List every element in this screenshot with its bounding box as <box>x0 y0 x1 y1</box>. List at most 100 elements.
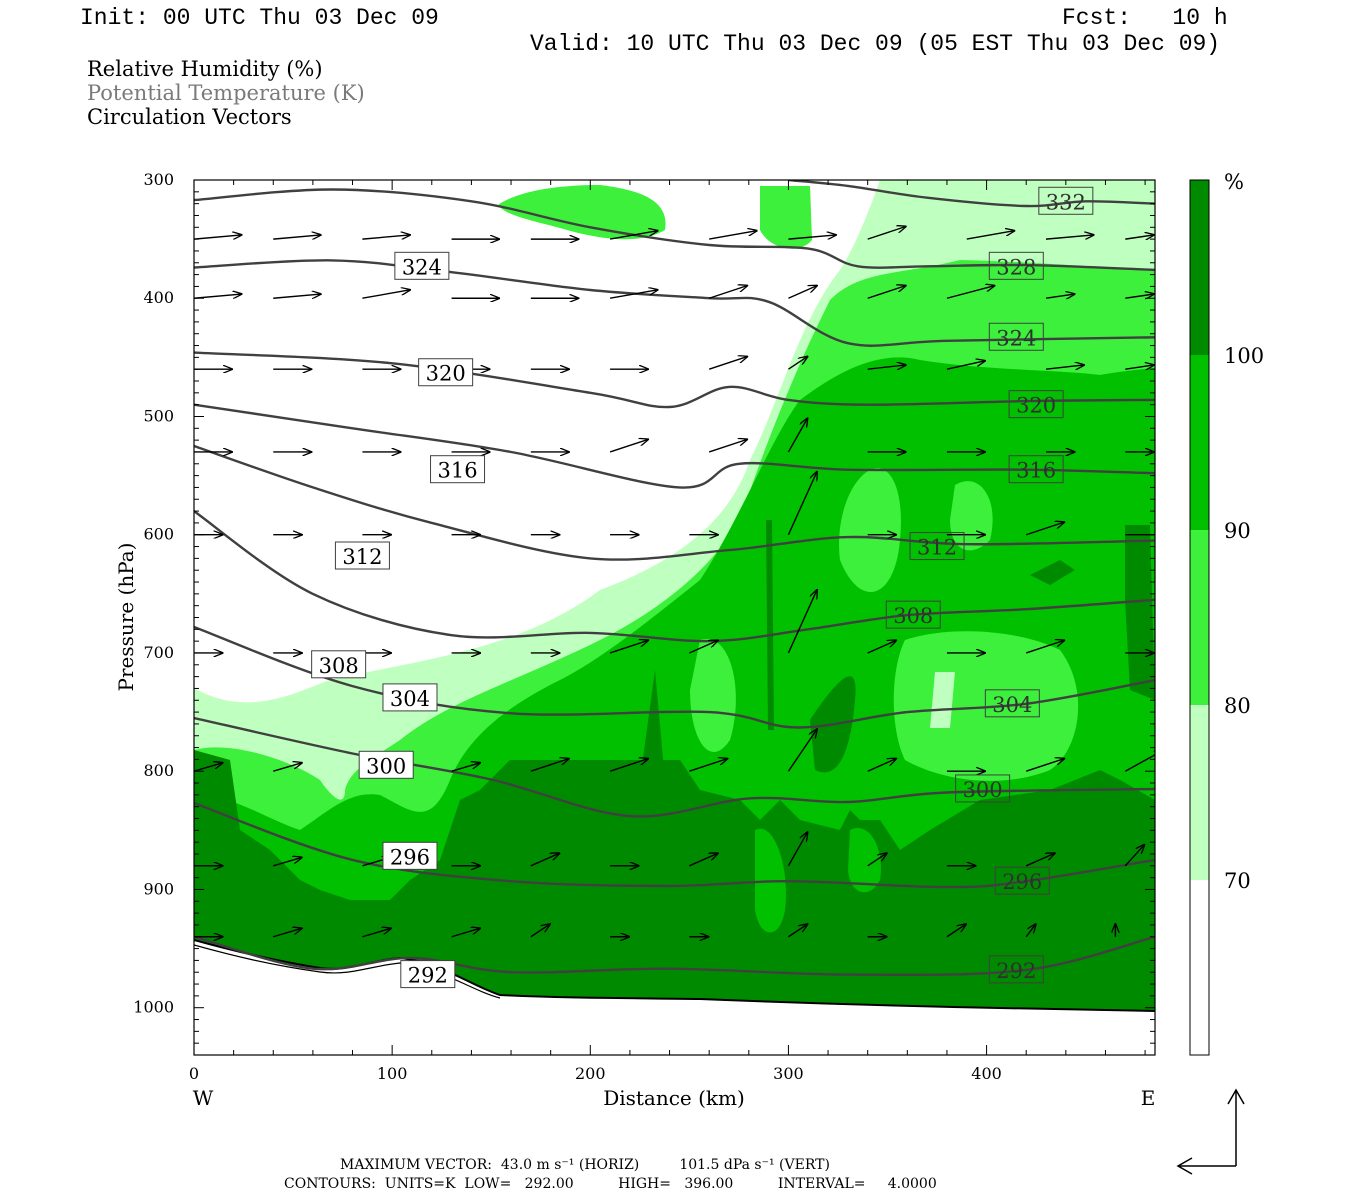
theta-contour-line <box>194 259 1155 347</box>
circulation-vector <box>788 286 817 299</box>
theta-label-box <box>382 841 438 870</box>
theta-label-box <box>988 251 1044 280</box>
circulation-vector <box>689 640 718 654</box>
y-axis-label: Pressure (hPa) <box>114 543 138 692</box>
theta-label-box <box>382 683 438 712</box>
circulation-vector <box>708 286 747 299</box>
circulation-vector <box>194 763 223 772</box>
colorbar-below-70 <box>1190 880 1209 1055</box>
circulation-vector <box>1125 294 1154 298</box>
colorbar-unit: % <box>1224 170 1244 194</box>
theta-label-box <box>994 866 1050 895</box>
circulation-vector <box>867 640 897 654</box>
circulation-vector <box>946 286 995 299</box>
circulation-vector <box>867 365 906 369</box>
x-tick-label: 400 <box>971 1064 1002 1083</box>
rh-fill <box>194 180 1155 1055</box>
theta-label-box <box>984 689 1040 718</box>
rh-region-100-tower5 <box>766 520 774 730</box>
circulation-vector <box>273 235 321 240</box>
x-tick-label: 100 <box>377 1064 408 1083</box>
theta-contour-label: 332 <box>1046 190 1086 214</box>
circulation-vector <box>609 759 648 772</box>
circulation-vector <box>867 286 906 299</box>
circulation-vector <box>273 928 302 938</box>
colorbar-label-100: 100 <box>1224 344 1264 368</box>
valid-time: Valid: 10 UTC Thu 03 Dec 09 (05 EST Thu … <box>530 31 1221 57</box>
circulation-vectors <box>194 227 1155 938</box>
theta-contour-line <box>194 403 1155 489</box>
y-tick-label: 300 <box>143 170 174 189</box>
rh-region-100-tower4 <box>1030 560 1075 585</box>
circulation-vector <box>867 227 906 240</box>
colorbar-label-70: 70 <box>1224 869 1251 893</box>
theta-label-box <box>955 774 1011 803</box>
circulation-vector <box>362 290 410 299</box>
circulation-vector <box>788 357 807 370</box>
rh-region-100 <box>194 750 1155 1010</box>
rh-region-80-top <box>498 185 666 240</box>
colorbar-90 <box>1190 355 1209 530</box>
circulation-vector <box>787 729 817 772</box>
colorbar-70 <box>1190 705 1209 880</box>
theta-label-box <box>1008 390 1064 419</box>
colorbar-label-90: 90 <box>1224 519 1251 543</box>
theta-contour-label: 308 <box>319 654 359 678</box>
x-tick-label: 200 <box>575 1064 606 1083</box>
reference-vector-icon <box>1176 1088 1245 1175</box>
circulation-vector <box>787 832 807 867</box>
circulation-vector <box>273 294 321 299</box>
theta-contour-line <box>194 510 1155 643</box>
circulation-vector <box>1125 235 1154 239</box>
circulation-vector <box>1124 750 1155 772</box>
legend-vectors: Circulation Vectors <box>87 105 292 129</box>
theta-label-box <box>334 541 390 570</box>
theta-contour-label: 304 <box>992 693 1032 717</box>
x-tick-label: 300 <box>773 1064 804 1083</box>
circulation-vector <box>1045 235 1094 240</box>
theta-contour-label: 292 <box>996 959 1036 983</box>
circulation-vector <box>609 231 658 240</box>
theta-contour-label: 312 <box>917 536 957 560</box>
legend-theta: Potential Temperature (K) <box>87 81 365 105</box>
circulation-vector <box>194 235 242 240</box>
theta-contour-labels: 332 328 324 324 320 320 316 316 312 312 308 308 304 3… <box>311 186 1094 989</box>
circulation-vector <box>689 853 718 867</box>
circulation-vector <box>867 759 897 772</box>
rh-region-80-hole4 <box>690 638 736 752</box>
theta-contour-label: 304 <box>390 687 430 711</box>
theta-label-box <box>311 650 367 679</box>
y-tick-label: 1000 <box>133 998 174 1017</box>
init-time: Init: 00 UTC Thu 03 Dec 09 <box>80 5 439 31</box>
circulation-vector <box>1025 924 1036 938</box>
theta-contour-label: 320 <box>1016 394 1056 418</box>
circulation-vector <box>788 924 807 938</box>
circulation-vector <box>689 759 727 772</box>
circulation-vector <box>787 418 807 453</box>
colorbar: % 100 90 80 70 <box>1189 170 1264 1056</box>
axes: 300 400 500 600 700 800 900 1000 0 100 200 300 400 <box>133 170 1155 1083</box>
rh-region-80-top2 <box>760 186 812 249</box>
theta-contour-label: 316 <box>437 459 477 483</box>
y-tick-label: 800 <box>143 761 174 780</box>
theta-label-box <box>1038 186 1094 215</box>
rh-region-80-hole1 <box>893 631 1079 781</box>
circulation-vector <box>788 235 836 240</box>
footer-contours: CONTOURS: UNITS=K LOW= 292.00 HIGH= 396.… <box>284 1176 937 1192</box>
circulation-vector <box>1025 640 1064 654</box>
x-west-label: W <box>193 1086 214 1110</box>
colorbar-100 <box>1190 180 1209 355</box>
circulation-vector <box>609 290 658 299</box>
rh-region-100-tower3 <box>1125 525 1155 700</box>
circulation-vector <box>708 357 747 370</box>
theta-contour-line <box>194 444 1155 561</box>
circulation-vector <box>609 439 648 453</box>
theta-contour-label: 324 <box>402 255 442 279</box>
theta-label-box <box>418 358 474 387</box>
footer-max-vector: MAXIMUM VECTOR: 43.0 m s⁻¹ (HORIZ) 101.5… <box>340 1157 830 1173</box>
theta-contour-label: 320 <box>426 362 466 386</box>
x-east-label: E <box>1141 1086 1156 1110</box>
circulation-vector <box>787 590 817 654</box>
circulation-vector <box>1025 522 1064 536</box>
theta-contour-label: 296 <box>1002 870 1042 894</box>
